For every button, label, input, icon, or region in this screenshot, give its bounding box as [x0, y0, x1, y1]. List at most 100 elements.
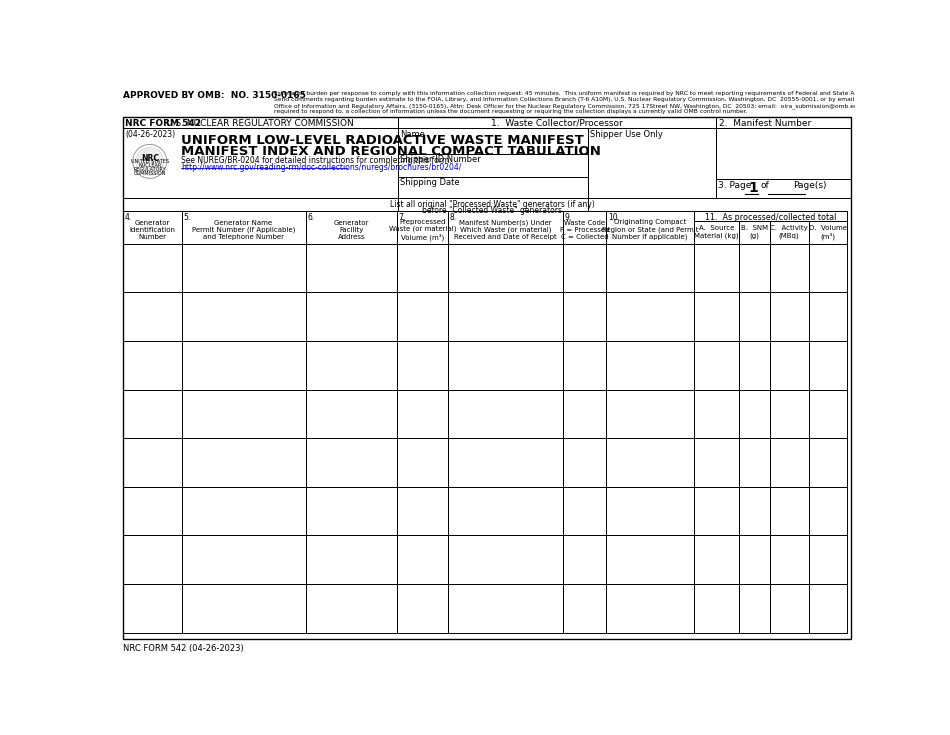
Bar: [808, 293, 847, 341]
Bar: [181, 487, 306, 535]
Bar: [606, 341, 694, 390]
Bar: [562, 390, 606, 438]
Bar: [808, 390, 847, 438]
Text: U.S. NUCLEAR REGULATORY COMMISSION: U.S. NUCLEAR REGULATORY COMMISSION: [166, 119, 354, 128]
Bar: [448, 390, 562, 438]
Text: 10.: 10.: [608, 213, 619, 222]
Bar: [306, 584, 397, 633]
Bar: [808, 244, 847, 293]
Text: 2.  Manifest Number: 2. Manifest Number: [718, 119, 811, 128]
Bar: [398, 176, 588, 198]
Bar: [606, 487, 694, 535]
Bar: [448, 487, 562, 535]
Text: NRC FORM 542 (04-26-2023): NRC FORM 542 (04-26-2023): [123, 644, 243, 653]
Text: 1.  Waste Collector/Processor: 1. Waste Collector/Processor: [491, 119, 622, 128]
Bar: [306, 244, 397, 293]
Text: Shipping Date: Shipping Date: [400, 179, 460, 187]
Bar: [739, 341, 770, 390]
Bar: [397, 212, 448, 244]
Bar: [562, 584, 606, 633]
Bar: [770, 390, 808, 438]
Bar: [448, 535, 562, 584]
Bar: [694, 584, 739, 633]
Text: 8.: 8.: [449, 213, 457, 222]
Circle shape: [136, 148, 163, 175]
Text: Shipper ID Number: Shipper ID Number: [400, 155, 481, 165]
Bar: [123, 341, 181, 390]
Text: UNIFORM LOW-LEVEL RADIOACTIVE WASTE MANIFEST: UNIFORM LOW-LEVEL RADIOACTIVE WASTE MANI…: [180, 135, 583, 148]
Text: UNITED STATES: UNITED STATES: [131, 159, 169, 164]
Bar: [588, 128, 715, 198]
Bar: [123, 244, 181, 293]
Bar: [306, 293, 397, 341]
Bar: [770, 341, 808, 390]
Bar: [398, 128, 588, 154]
Bar: [770, 220, 808, 244]
Bar: [694, 244, 739, 293]
Bar: [181, 535, 306, 584]
Text: Send comments regarding burden estimate to the FOIA, Library, and Information Co: Send comments regarding burden estimate …: [274, 97, 950, 101]
Bar: [398, 154, 588, 176]
Text: Generator
Identification
Number: Generator Identification Number: [129, 220, 175, 240]
Bar: [770, 535, 808, 584]
Bar: [808, 220, 847, 244]
Text: Manifest Number(s) Under
Which Waste (or material)
Received and Date of Receipt: Manifest Number(s) Under Which Waste (or…: [454, 219, 557, 240]
Bar: [306, 390, 397, 438]
Bar: [397, 341, 448, 390]
Bar: [739, 438, 770, 487]
Bar: [397, 390, 448, 438]
Text: A.  Source
Material (kg): A. Source Material (kg): [694, 226, 738, 239]
Bar: [562, 438, 606, 487]
Bar: [123, 390, 181, 438]
Bar: [181, 293, 306, 341]
Bar: [398, 198, 588, 212]
Bar: [739, 535, 770, 584]
Text: COMMISSION: COMMISSION: [134, 171, 166, 176]
Bar: [448, 584, 562, 633]
Bar: [397, 487, 448, 535]
Bar: [123, 535, 181, 584]
Bar: [715, 128, 851, 179]
Text: 4.: 4.: [124, 213, 131, 222]
Bar: [562, 487, 606, 535]
Bar: [606, 244, 694, 293]
Bar: [306, 487, 397, 535]
Bar: [181, 212, 306, 244]
Text: Waste Code
P = Processed
C = Collected: Waste Code P = Processed C = Collected: [560, 220, 609, 240]
Bar: [123, 487, 181, 535]
Text: Originating Compact
Region or State (and Permit
Number if applicable): Originating Compact Region or State (and…: [601, 219, 698, 240]
Text: 9.: 9.: [564, 213, 572, 222]
Bar: [181, 438, 306, 487]
Bar: [306, 341, 397, 390]
Bar: [398, 118, 715, 128]
Bar: [397, 438, 448, 487]
Bar: [397, 584, 448, 633]
Bar: [306, 535, 397, 584]
Text: before "Collected Waste" generators.: before "Collected Waste" generators.: [422, 206, 564, 215]
Bar: [715, 179, 851, 198]
Text: Generator Name
Permit Number (If Applicable)
and Telephone Number: Generator Name Permit Number (If Applica…: [192, 220, 295, 240]
Bar: [694, 293, 739, 341]
Bar: [606, 390, 694, 438]
Bar: [123, 438, 181, 487]
Bar: [694, 487, 739, 535]
Bar: [770, 584, 808, 633]
Bar: [397, 244, 448, 293]
Bar: [739, 487, 770, 535]
Bar: [694, 220, 739, 244]
Bar: [397, 535, 448, 584]
Bar: [181, 390, 306, 438]
Bar: [123, 293, 181, 341]
Bar: [562, 293, 606, 341]
Bar: [606, 438, 694, 487]
Bar: [562, 212, 606, 244]
Text: Shipper Use Only: Shipper Use Only: [590, 130, 663, 139]
Bar: [739, 584, 770, 633]
Text: Page(s): Page(s): [793, 182, 826, 190]
Bar: [123, 212, 181, 244]
Bar: [123, 584, 181, 633]
Bar: [739, 244, 770, 293]
Text: List all original "Processed Waste" generators (if any): List all original "Processed Waste" gene…: [390, 200, 595, 209]
Text: 7.: 7.: [399, 213, 406, 222]
Text: NRC FORM 542: NRC FORM 542: [125, 119, 201, 128]
